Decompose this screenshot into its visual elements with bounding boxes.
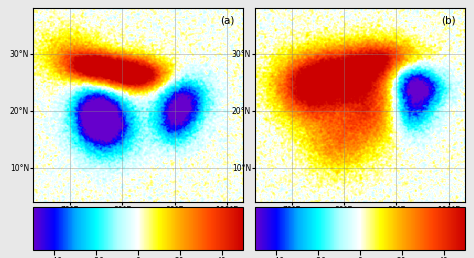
Text: (a): (a) xyxy=(220,15,234,26)
Text: (b): (b) xyxy=(441,15,456,26)
